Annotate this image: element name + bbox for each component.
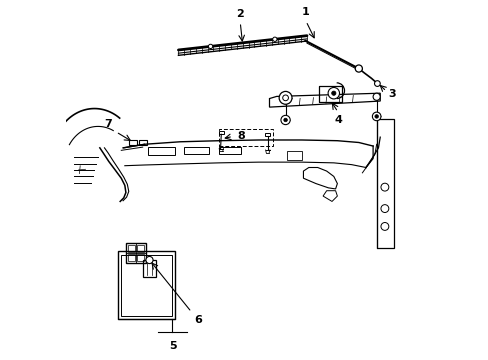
Circle shape	[331, 91, 335, 95]
Circle shape	[354, 65, 362, 72]
Bar	[148, 147, 175, 155]
Bar	[287, 151, 301, 160]
Bar	[183, 147, 208, 154]
Text: 6: 6	[194, 315, 202, 325]
Bar	[121, 255, 172, 316]
Bar	[219, 129, 272, 146]
Text: 1: 1	[302, 8, 309, 18]
Circle shape	[380, 183, 388, 191]
Circle shape	[272, 37, 276, 41]
Bar	[129, 140, 137, 145]
Bar	[136, 245, 143, 252]
Bar	[218, 131, 224, 134]
Text: 7: 7	[104, 119, 112, 129]
Circle shape	[145, 256, 153, 264]
Circle shape	[279, 91, 291, 104]
Bar	[125, 243, 145, 263]
Circle shape	[208, 44, 212, 49]
Bar	[318, 86, 341, 102]
Circle shape	[327, 87, 339, 99]
Circle shape	[374, 81, 380, 86]
Bar	[118, 251, 175, 319]
Bar	[127, 245, 135, 252]
Circle shape	[380, 222, 388, 230]
Text: 5: 5	[169, 341, 177, 351]
Text: 4: 4	[333, 115, 341, 125]
Bar	[136, 254, 143, 261]
Circle shape	[372, 93, 380, 100]
Circle shape	[374, 114, 378, 118]
Circle shape	[372, 112, 380, 121]
Bar	[139, 140, 146, 145]
Bar	[376, 119, 393, 248]
Circle shape	[380, 204, 388, 212]
Circle shape	[282, 95, 288, 101]
Text: 3: 3	[387, 89, 395, 99]
Text: 2: 2	[236, 9, 244, 18]
Bar	[219, 147, 241, 154]
Bar	[142, 260, 156, 277]
Bar	[127, 254, 135, 261]
Circle shape	[283, 118, 287, 122]
Bar	[264, 133, 270, 136]
Circle shape	[281, 115, 290, 125]
Text: 8: 8	[237, 131, 244, 141]
